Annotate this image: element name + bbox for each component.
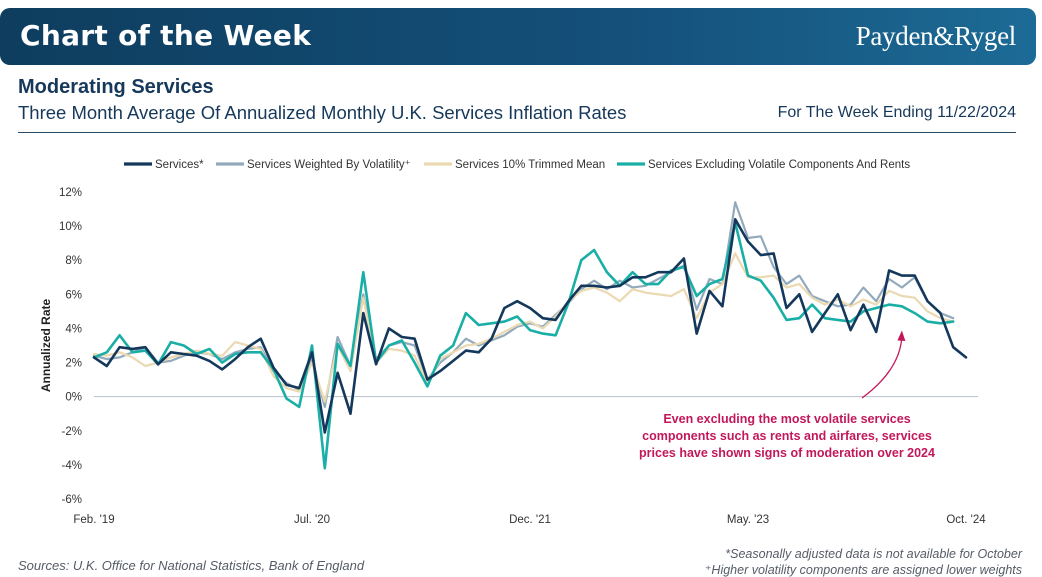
legend-label: Services Weighted By Volatility⁺	[247, 159, 411, 171]
y-tick-label: 4%	[65, 323, 82, 335]
y-tick-label: 8%	[65, 255, 82, 267]
annotation-text: components such as rents and airfares, s…	[642, 429, 932, 443]
legend-label: Services*	[155, 159, 204, 171]
y-tick-label: -6%	[62, 494, 82, 506]
y-tick-label: 10%	[59, 221, 82, 233]
series-line	[92, 252, 955, 403]
line-chart: -6% -4% -2% 0% 2% 4% 6% 8% 10% 12% Annualized Rate…	[39, 159, 986, 526]
y-tick-label: -4%	[62, 460, 82, 472]
week-ending: For The Week Ending 11/22/2024	[777, 104, 1016, 121]
y-tick-label: 2%	[65, 358, 82, 370]
series-line	[92, 221, 955, 470]
chart-subtitle: Three Month Average Of Annualized Monthl…	[18, 102, 627, 123]
x-tick-label: Dec. '21	[509, 514, 551, 526]
x-tick-label: Oct. '24	[946, 514, 986, 526]
annotation-text: prices have shown signs of moderation ov…	[639, 446, 935, 460]
annotation-arrow	[861, 336, 903, 399]
x-tick-label: May. '23	[727, 514, 769, 526]
footnotes: *Seasonally adjusted data is not availab…	[705, 546, 1022, 577]
header-divider	[18, 132, 1016, 133]
banner-title: Chart of the Week	[20, 19, 312, 52]
y-tick-label: 6%	[65, 289, 82, 301]
header-banner: Chart of the Week Payden&Rygel	[0, 8, 1036, 65]
y-tick-label: 12%	[59, 187, 82, 199]
brand-logo: Payden&Rygel	[855, 21, 1017, 51]
y-tick-label: -2%	[62, 426, 82, 438]
y-tick-label: 0%	[65, 392, 82, 404]
x-tick-label: Feb. '19	[73, 514, 114, 526]
annotation-text: Even excluding the most volatile service…	[663, 412, 910, 426]
source-note: Sources: U.K. Office for National Statis…	[18, 558, 365, 573]
chart-title: Moderating Services	[18, 76, 214, 98]
y-axis-title: Annualized Rate	[39, 299, 53, 393]
legend-label: Services 10% Trimmed Mean	[455, 159, 605, 171]
footnote-seasonal: *Seasonally adjusted data is not availab…	[725, 547, 1022, 561]
footnote-weights: ⁺Higher volatility components are assign…	[704, 563, 1022, 577]
legend-label: Services Excluding Volatile Components A…	[648, 159, 910, 171]
title-block: Moderating Services Three Month Average …	[18, 76, 1016, 127]
annotation-arrowhead	[897, 330, 906, 341]
series-line	[92, 218, 968, 434]
x-tick-label: Jul. '20	[294, 514, 330, 526]
